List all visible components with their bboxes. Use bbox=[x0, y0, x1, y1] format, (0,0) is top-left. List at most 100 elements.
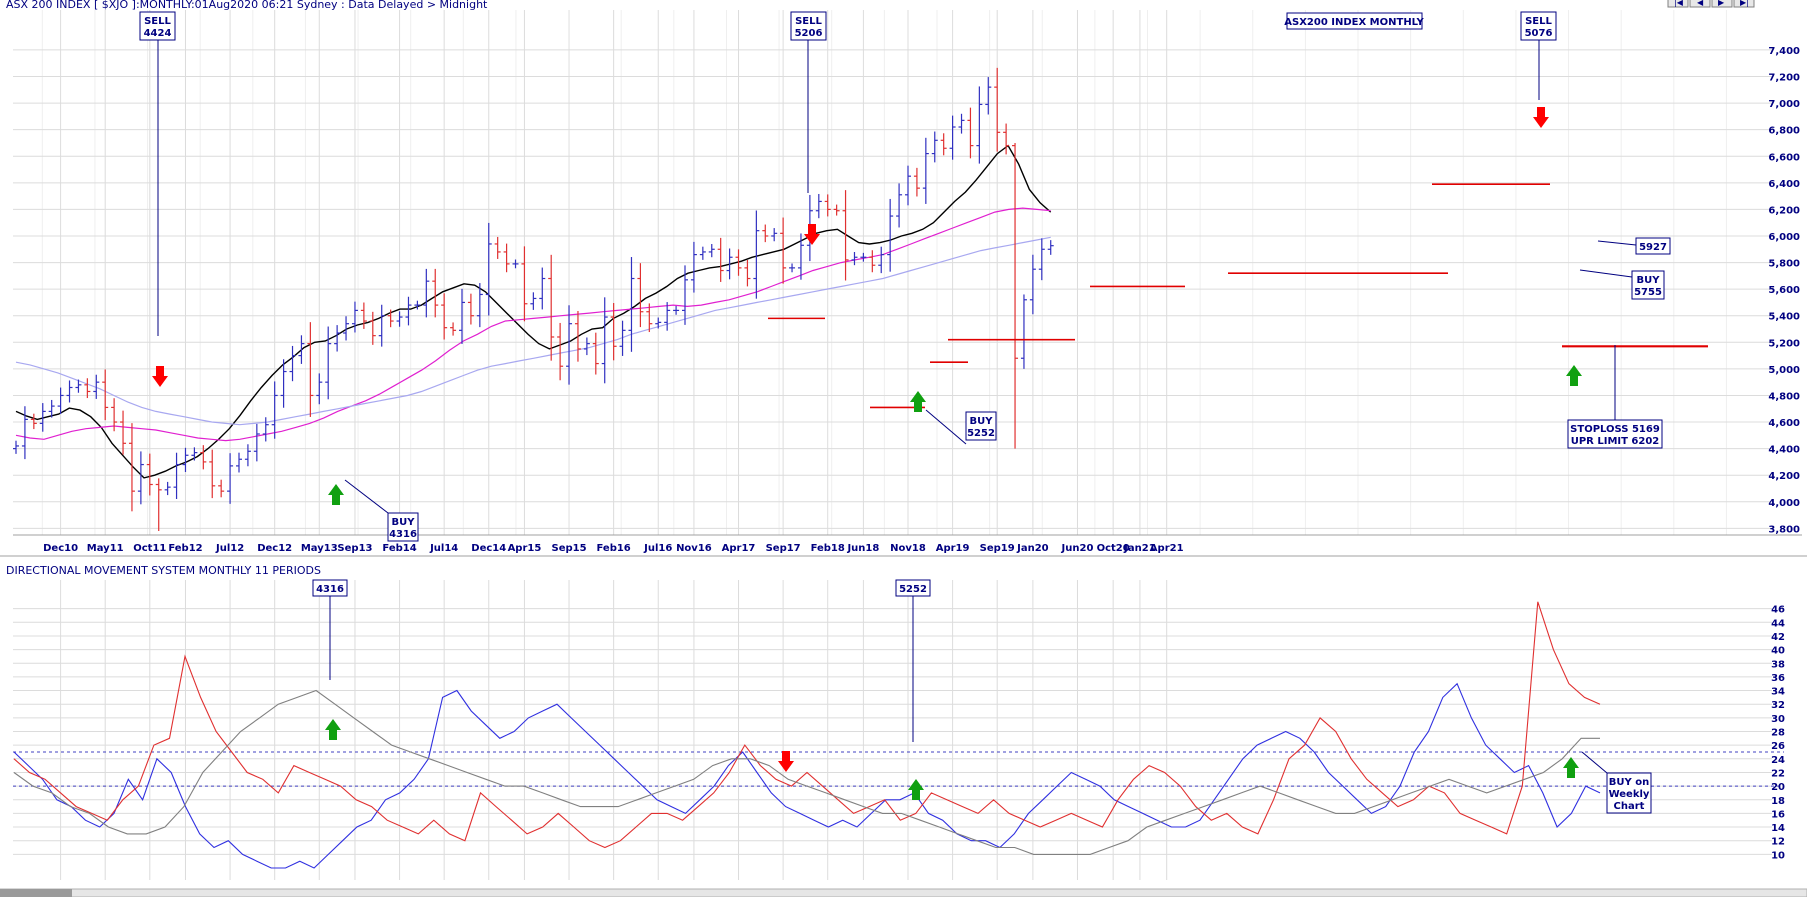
buy-callout-text: 5755 bbox=[1634, 287, 1662, 298]
ohlc-bar bbox=[628, 257, 635, 352]
price-x-tick-label: Sep19 bbox=[980, 543, 1015, 554]
price-x-tick-label: Feb16 bbox=[596, 543, 630, 554]
ohlc-bar bbox=[191, 447, 198, 461]
buy-callout-text: BUY bbox=[970, 416, 994, 427]
ohlc-bar bbox=[432, 268, 439, 318]
time-scrollbar[interactable] bbox=[0, 888, 1807, 897]
weekly-buy-callout-text: Weekly bbox=[1609, 789, 1650, 800]
ohlc-bar bbox=[280, 359, 287, 408]
ohlc-bar bbox=[343, 316, 350, 341]
ohlc-bar bbox=[378, 304, 385, 347]
ohlc-bar bbox=[1029, 254, 1036, 315]
buy-callout-text: BUY bbox=[1637, 275, 1661, 286]
sell-callout-box bbox=[790, 11, 827, 41]
nav-first-button[interactable] bbox=[1667, 0, 1689, 8]
buy-arrow-icon bbox=[910, 391, 926, 412]
dmi-callout-text: 4316 bbox=[316, 584, 344, 595]
ohlc-bar bbox=[735, 249, 742, 276]
sell-arrow-icon bbox=[804, 224, 820, 245]
last-price-callout-box bbox=[1635, 237, 1671, 255]
ohlc-bar bbox=[120, 410, 127, 455]
ohlc-bar bbox=[592, 332, 599, 375]
ohlc-bar bbox=[664, 302, 671, 331]
ma-mid-line bbox=[15, 207, 1051, 442]
ohlc-bar bbox=[940, 133, 947, 156]
ohlc-bar bbox=[512, 259, 519, 269]
sell-callout-text: SELL bbox=[144, 16, 171, 27]
ohlc-bar bbox=[30, 413, 37, 430]
price-x-tick-label: Jan21 bbox=[1123, 543, 1156, 554]
ohlc-bar bbox=[557, 322, 564, 381]
dmi-y-tick-label: 42 bbox=[1771, 632, 1785, 643]
ohlc-bar bbox=[423, 268, 430, 318]
dmi-y-tick-label: 44 bbox=[1771, 618, 1785, 629]
ohlc-bar bbox=[209, 449, 216, 499]
ohlc-bar bbox=[66, 380, 73, 403]
chart-header-title: ASX 200 INDEX [ $XJO ]:MONTHLY:01Aug2020… bbox=[6, 0, 488, 11]
dmi-y-tick-label: 14 bbox=[1771, 823, 1785, 834]
price-annotations: SELL4424SELL5206SELL5076BUY4316BUY5252BU… bbox=[139, 11, 1708, 542]
price-x-tick-label: Dec14 bbox=[471, 543, 506, 554]
ohlc-bar bbox=[530, 292, 537, 310]
ohlc-bar bbox=[387, 309, 394, 328]
ohlc-bar bbox=[815, 193, 822, 219]
price-y-axis: 3,800 4,000 4,200 4,400 4,600 4,800 5,000 5,200… bbox=[1768, 46, 1800, 535]
price-y-tick-label: 6,200 bbox=[1768, 205, 1800, 216]
ohlc-bar bbox=[271, 381, 278, 439]
ohlc-bar bbox=[797, 233, 804, 280]
price-ohlc-bars bbox=[13, 67, 1054, 532]
nav-next-button[interactable] bbox=[1711, 0, 1733, 8]
buy-callout-box bbox=[965, 411, 997, 441]
price-y-tick-label: 4,600 bbox=[1768, 418, 1800, 429]
price-x-tick-label: Jan20 bbox=[1016, 543, 1049, 554]
ohlc-bar bbox=[405, 296, 412, 326]
ohlc-bar bbox=[441, 293, 448, 340]
ohlc-bar bbox=[84, 378, 91, 399]
price-x-tick-label: Nov16 bbox=[676, 543, 712, 554]
ohlc-bar bbox=[1038, 238, 1045, 281]
buy-callout-text: 4316 bbox=[389, 529, 417, 540]
price-y-tick-label: 5,200 bbox=[1768, 338, 1800, 349]
ohlc-bar bbox=[887, 198, 894, 272]
price-y-tick-label: 3,800 bbox=[1768, 524, 1800, 535]
nav-buttons[interactable]: |◀ ◀ ▶ ▶| bbox=[1667, 0, 1755, 8]
time-scrollbar-thumb[interactable] bbox=[0, 889, 72, 897]
dmi-y-tick-label: 46 bbox=[1771, 605, 1785, 616]
callout-leader bbox=[1597, 240, 1637, 246]
stoploss-callout-text: STOPLOSS 5169 bbox=[1570, 424, 1660, 435]
price-x-tick-label: May11 bbox=[87, 543, 124, 554]
price-x-tick-label: Jul16 bbox=[643, 543, 672, 554]
nav-prev-button[interactable] bbox=[1689, 0, 1711, 8]
weekly-buy-callout-text: BUY on bbox=[1609, 777, 1649, 788]
ohlc-bar bbox=[548, 254, 555, 361]
ohlc-bar bbox=[619, 320, 626, 356]
price-y-tick-label: 6,000 bbox=[1768, 232, 1800, 243]
callout-leader bbox=[344, 479, 389, 514]
stoploss-callout-text: UPR LIMIT 6202 bbox=[1571, 436, 1660, 447]
ohlc-bar bbox=[574, 310, 581, 362]
ohlc-bar bbox=[503, 243, 510, 273]
chart-label: ASX200 INDEX MONTHLY bbox=[1284, 17, 1424, 28]
ohlc-bar bbox=[253, 423, 260, 462]
ohlc-bar bbox=[931, 131, 938, 163]
sell-callout-box bbox=[139, 11, 176, 41]
callout-leader bbox=[1581, 751, 1608, 774]
ohlc-bar bbox=[771, 228, 778, 242]
ohlc-bar bbox=[717, 237, 724, 282]
ohlc-bar bbox=[985, 77, 992, 115]
price-x-tick-label: Nov18 bbox=[890, 543, 926, 554]
last-price-callout-text: 5927 bbox=[1639, 242, 1667, 253]
ohlc-bar bbox=[699, 246, 706, 260]
ohlc-bar bbox=[976, 86, 983, 164]
price-x-tick-label: Apr15 bbox=[508, 543, 542, 554]
ohlc-bar bbox=[762, 224, 769, 243]
price-x-tick-label: Feb14 bbox=[382, 543, 416, 554]
ohlc-bar bbox=[1020, 294, 1027, 369]
price-x-tick-label: Sep15 bbox=[552, 543, 587, 554]
ohlc-bar bbox=[351, 301, 358, 333]
price-x-tick-label: Feb18 bbox=[811, 543, 845, 554]
nav-last-button[interactable] bbox=[1733, 0, 1755, 8]
price-x-tick-label: Jun18 bbox=[846, 543, 879, 554]
